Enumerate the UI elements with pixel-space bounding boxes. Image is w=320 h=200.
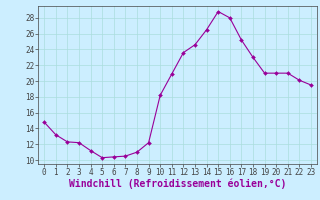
X-axis label: Windchill (Refroidissement éolien,°C): Windchill (Refroidissement éolien,°C): [69, 179, 286, 189]
